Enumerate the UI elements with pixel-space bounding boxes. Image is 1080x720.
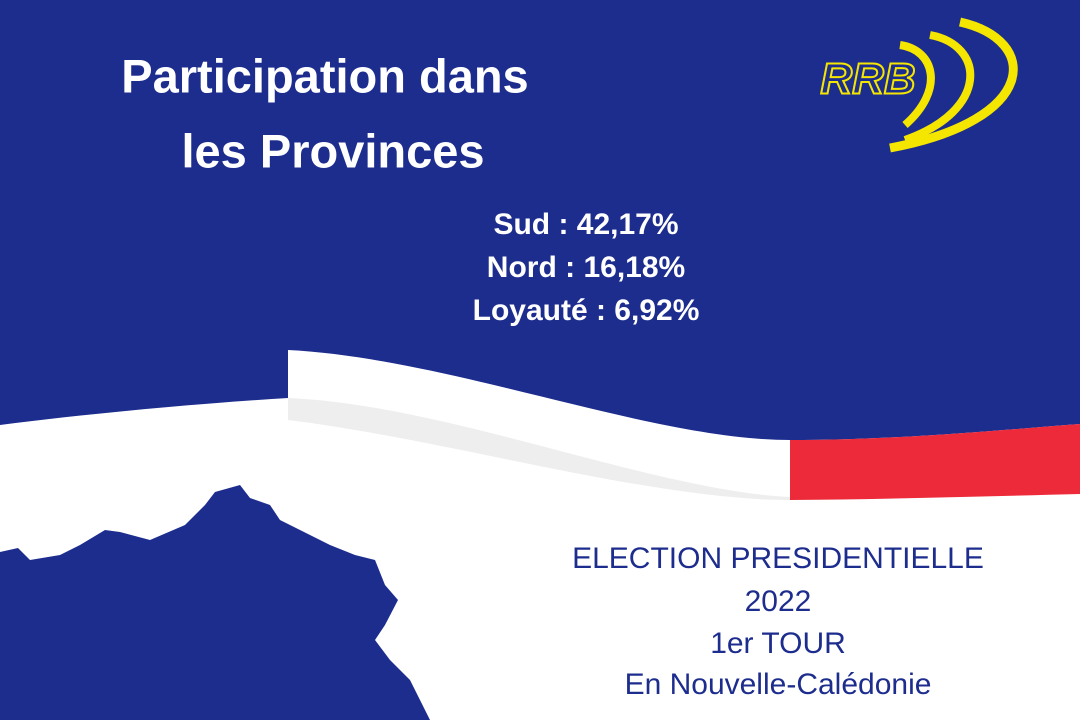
logo-text: RRB — [820, 55, 915, 104]
footer-line: ELECTION PRESIDENTIELLE — [572, 542, 984, 575]
title-line: Participation dans — [121, 49, 528, 102]
band-shadow — [288, 398, 790, 500]
title-line: les Provinces — [181, 124, 484, 177]
logo-wave — [903, 31, 975, 144]
logo-wave — [889, 17, 1018, 153]
result-line: Loyauté : 6,92% — [473, 294, 700, 327]
footer-line: 2022 — [745, 585, 812, 618]
result-line: Nord : 16,18% — [487, 251, 685, 284]
footer-line: 1er TOUR — [710, 627, 846, 660]
result-line: Sud : 42,17% — [493, 208, 678, 241]
logo: RRB — [819, 17, 1018, 153]
logo-wave — [899, 41, 935, 129]
france-map — [0, 485, 430, 720]
red-band — [790, 424, 1080, 500]
footer-line: En Nouvelle-Calédonie — [625, 668, 932, 701]
